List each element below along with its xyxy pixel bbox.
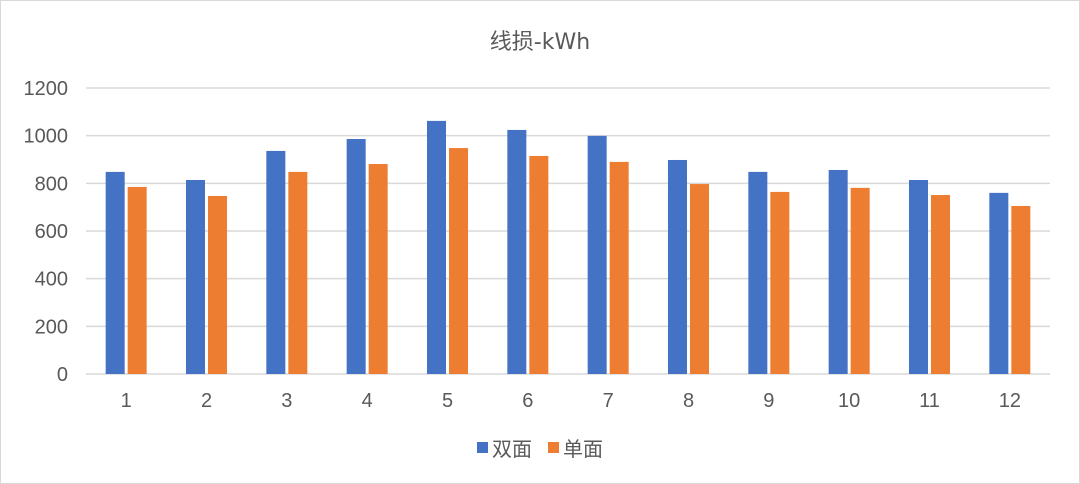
x-tick-label: 4 — [362, 390, 373, 412]
bar — [427, 120, 446, 374]
x-tick-label: 5 — [442, 390, 453, 412]
bar — [931, 195, 950, 374]
x-tick-label: 10 — [838, 390, 860, 412]
bar — [186, 179, 205, 374]
bar — [587, 135, 607, 374]
y-tick-label: 800 — [35, 173, 68, 195]
x-tick-label: 8 — [683, 390, 694, 412]
bar — [529, 155, 549, 374]
legend-label-single: 单面 — [563, 437, 603, 461]
bar — [770, 191, 790, 374]
bar — [288, 171, 308, 374]
legend: 双面 单面 — [0, 433, 1080, 462]
legend-item-single: 单面 — [548, 433, 603, 462]
bar — [208, 195, 227, 374]
bar — [748, 171, 768, 374]
bar — [828, 169, 848, 374]
bar — [507, 129, 527, 374]
bar — [105, 171, 125, 374]
x-tick-label: 1 — [121, 390, 132, 412]
bar — [668, 159, 687, 374]
bar — [690, 184, 709, 374]
bar — [127, 186, 147, 374]
bar — [266, 150, 286, 374]
bar — [1011, 205, 1031, 374]
y-tick-label: 0 — [57, 364, 68, 386]
y-tick-label: 200 — [35, 316, 68, 338]
bar — [909, 179, 928, 374]
x-tick-label: 12 — [999, 390, 1021, 412]
legend-item-double: 双面 — [477, 433, 532, 462]
x-tick-label: 11 — [919, 390, 940, 412]
bar — [368, 164, 388, 374]
y-tick-label: 600 — [35, 221, 68, 243]
y-tick-label: 400 — [35, 269, 68, 291]
x-tick-label: 6 — [522, 390, 533, 412]
bar — [609, 161, 629, 374]
y-tick-label: 1000 — [24, 126, 69, 148]
x-tick-label: 9 — [763, 390, 774, 412]
chart-title: 线损-kWh — [489, 30, 591, 55]
legend-swatch-single — [548, 442, 559, 453]
legend-label-double: 双面 — [492, 437, 532, 461]
x-tick-label: 2 — [201, 390, 212, 412]
bar — [850, 187, 870, 374]
bar — [346, 139, 366, 374]
bar — [449, 148, 468, 374]
y-tick-label: 1200 — [24, 78, 69, 100]
legend-swatch-double — [477, 442, 488, 453]
x-tick-label: 3 — [281, 390, 292, 412]
x-tick-label: 7 — [603, 390, 614, 412]
bar — [989, 192, 1009, 374]
